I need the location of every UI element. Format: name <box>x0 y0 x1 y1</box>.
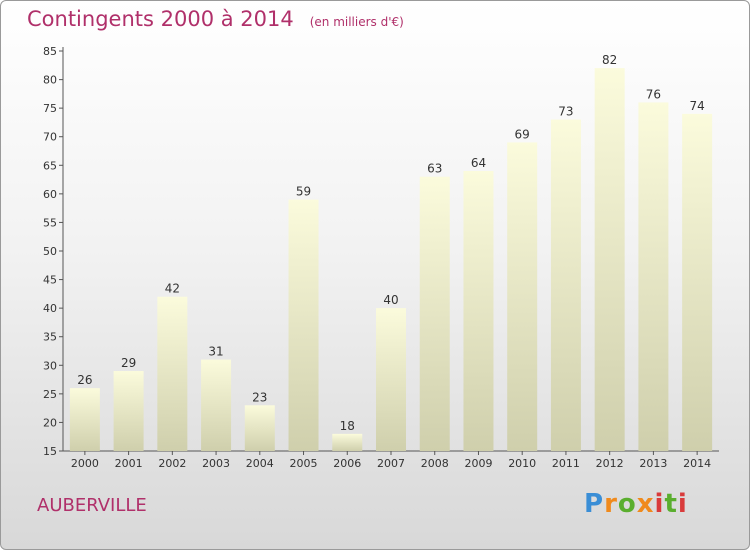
y-tick-label: 25 <box>43 388 57 401</box>
bar <box>244 405 275 451</box>
x-tick-label: 2009 <box>464 457 492 470</box>
proxiti-logo: Proxiti <box>584 489 688 519</box>
x-tick-label: 2001 <box>115 457 143 470</box>
value-label: 29 <box>121 356 136 370</box>
y-tick-label: 80 <box>43 74 57 87</box>
chart-unit-label: (en milliers d'€) <box>309 15 404 29</box>
value-label: 23 <box>252 390 267 404</box>
y-tick-label: 70 <box>43 131 57 144</box>
bar <box>419 176 450 451</box>
value-label: 74 <box>689 99 704 113</box>
bar <box>463 171 494 451</box>
x-tick-label: 2010 <box>508 457 536 470</box>
x-tick-label: 2014 <box>683 457 711 470</box>
x-tick-label: 2004 <box>246 457 274 470</box>
bar <box>69 388 100 451</box>
logo-letter: x <box>636 489 655 519</box>
bar <box>201 359 232 451</box>
y-tick-label: 60 <box>43 188 57 201</box>
value-label: 18 <box>340 419 355 433</box>
x-tick-label: 2006 <box>333 457 361 470</box>
logo-letter: i <box>654 489 665 519</box>
bar <box>376 308 406 451</box>
logo-letter: P <box>584 489 605 519</box>
x-tick-label: 2008 <box>421 457 449 470</box>
logo-letter: r <box>604 489 618 519</box>
y-tick-label: 55 <box>43 216 57 229</box>
value-label: 42 <box>165 282 180 296</box>
x-tick-label: 2011 <box>552 457 580 470</box>
place-name: AUBERVILLE <box>37 495 147 516</box>
bar <box>157 296 188 451</box>
value-label: 76 <box>646 87 661 101</box>
value-label: 69 <box>515 127 530 141</box>
x-tick-labels: 2000 2001 2002 2003 2004 2005 2006 2007 2008 2009… <box>71 457 711 470</box>
bar <box>550 119 581 452</box>
x-tick-label: 2003 <box>202 457 230 470</box>
bars <box>69 68 713 452</box>
logo-letter: t <box>664 489 678 519</box>
value-label: 82 <box>602 53 617 67</box>
logo-letter: o <box>617 489 637 519</box>
value-label: 59 <box>296 185 311 199</box>
bar <box>507 142 538 451</box>
value-label: 64 <box>471 156 486 170</box>
y-tick-label: 65 <box>43 159 57 172</box>
y-tick-label: 50 <box>43 245 57 258</box>
y-tick-label: 40 <box>43 302 57 315</box>
x-tick-label: 2012 <box>596 457 624 470</box>
y-tick-label: 30 <box>43 359 57 372</box>
y-tick-label: 20 <box>43 416 57 429</box>
bar <box>113 371 144 451</box>
value-label: 73 <box>558 105 573 119</box>
bar <box>594 68 625 452</box>
y-tick-label: 45 <box>43 274 57 287</box>
bar <box>288 199 319 451</box>
x-tick-label: 2002 <box>158 457 186 470</box>
chart-title-block: Contingents 2000 à 2014 (en milliers d'€) <box>27 7 404 31</box>
value-label: 31 <box>208 345 223 359</box>
logo-letter: i <box>677 489 688 519</box>
value-label: 40 <box>383 293 398 307</box>
value-label: 26 <box>77 373 92 387</box>
value-labels: 26 29 42 31 23 59 18 40 63 64 69 73 82 76 74 <box>77 53 705 433</box>
value-label: 63 <box>427 162 442 176</box>
chart-title: Contingents 2000 à 2014 <box>27 7 294 31</box>
y-tick-label: 15 <box>43 445 57 458</box>
y-tick-label: 75 <box>43 102 57 115</box>
bar <box>682 113 713 451</box>
x-tick-label: 2013 <box>639 457 667 470</box>
y-tick-labels: 15 20 25 30 35 40 45 50 55 60 65 70 75 80 85 <box>43 45 57 458</box>
x-tick-label: 2007 <box>377 457 405 470</box>
bar <box>332 433 363 451</box>
bar <box>638 102 669 451</box>
x-tick-label: 2005 <box>290 457 318 470</box>
y-tick-label: 35 <box>43 331 57 344</box>
y-tick-label: 85 <box>43 45 57 58</box>
x-tick-label: 2000 <box>71 457 99 470</box>
